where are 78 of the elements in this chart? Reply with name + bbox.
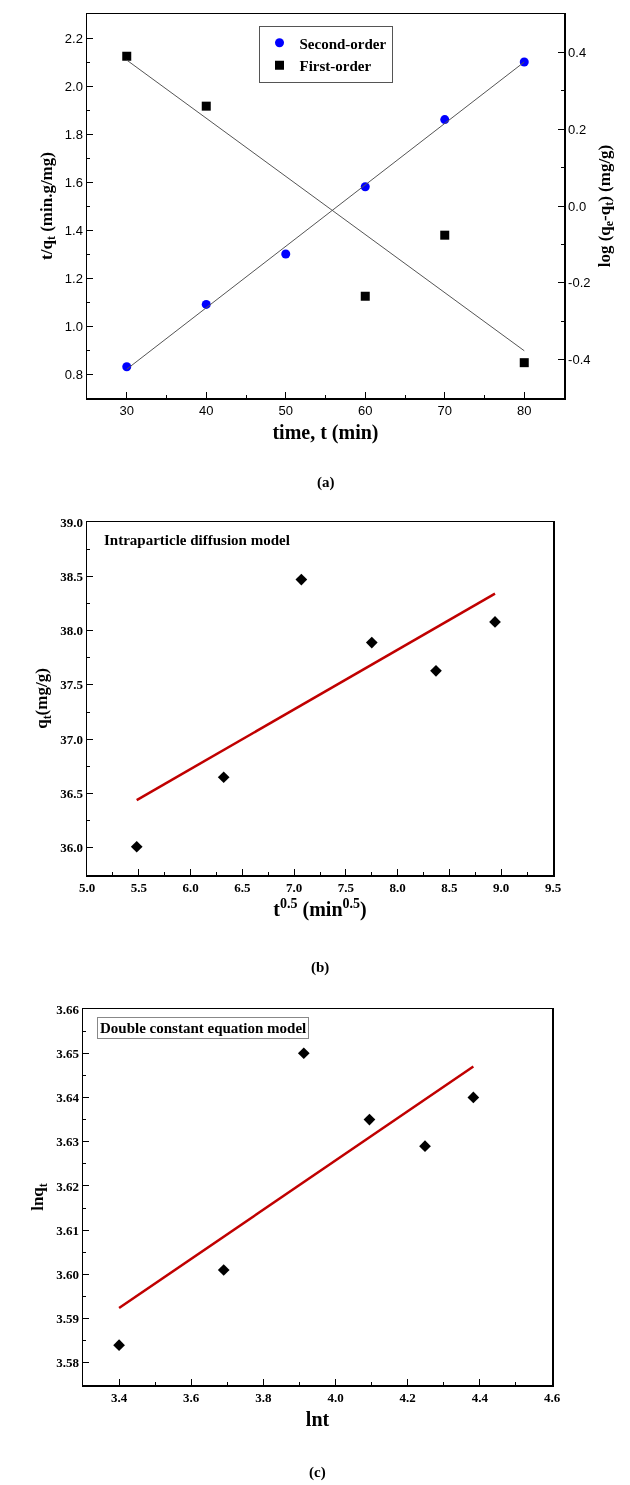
point bbox=[440, 230, 450, 240]
x-tick-label: 9.0 bbox=[493, 880, 510, 896]
text: (a) bbox=[317, 474, 335, 491]
x-tick-label: 4.2 bbox=[399, 1390, 416, 1406]
y2-tick-label: -0.2 bbox=[568, 275, 591, 291]
y-tick-label: 3.60 bbox=[56, 1266, 79, 1282]
legend-label: Second-order bbox=[299, 35, 387, 52]
point bbox=[122, 51, 132, 61]
x-tick-label: 3.4 bbox=[110, 1390, 128, 1406]
text: (b) bbox=[311, 959, 330, 976]
x-axis-title: t$^{0.5}$ (min$^{0.5}$) bbox=[273, 895, 367, 922]
y-tick-label: 0.8 bbox=[64, 366, 83, 382]
point bbox=[130, 840, 143, 853]
y-tick-label: 1.6 bbox=[64, 174, 83, 190]
y-tick-label: 3.59 bbox=[56, 1311, 80, 1327]
y-tick-label: 37.5 bbox=[60, 677, 84, 693]
x-tick-label: 7.5 bbox=[337, 880, 355, 896]
x-tick-label: 70 bbox=[437, 403, 452, 419]
x-tick-label: 6.5 bbox=[234, 880, 251, 896]
point bbox=[281, 249, 291, 259]
y2-tick-label: 0.0 bbox=[568, 198, 587, 214]
x-tick-label: 60 bbox=[358, 403, 373, 419]
x-tick-label: 6.0 bbox=[182, 880, 199, 896]
y-tick-label: 3.58 bbox=[56, 1355, 80, 1371]
x-tick-label: 7.0 bbox=[285, 880, 303, 896]
x-tick-label: 9.5 bbox=[544, 880, 562, 896]
y-tick-label: 1.0 bbox=[64, 318, 83, 334]
point bbox=[363, 1113, 376, 1126]
y-tick-label: 1.4 bbox=[64, 222, 83, 238]
x-tick-label: 30 bbox=[119, 403, 134, 419]
y-tick-label: 3.65 bbox=[56, 1045, 80, 1061]
y-tick-label: 38.5 bbox=[60, 568, 84, 584]
y-tick-label: 1.2 bbox=[64, 270, 83, 286]
y-tick-label: 2.0 bbox=[64, 78, 83, 94]
y-tick-label: 3.66 bbox=[56, 1001, 80, 1017]
y-tick-label: 3.63 bbox=[56, 1134, 80, 1150]
x-tick-label: 40 bbox=[199, 403, 214, 419]
y-tick-label: 38.0 bbox=[60, 623, 83, 639]
x-tick-label: 4.0 bbox=[327, 1390, 344, 1406]
y-tick-label: 37.0 bbox=[60, 731, 83, 747]
x-axis-title: time, t (min) bbox=[272, 421, 379, 445]
point bbox=[217, 1264, 230, 1276]
point bbox=[519, 358, 529, 368]
y-tick-label: 3.61 bbox=[56, 1222, 79, 1238]
point bbox=[467, 1091, 480, 1104]
legend-label: First-order bbox=[299, 58, 372, 75]
point bbox=[295, 573, 308, 586]
y-tick-label: 36.5 bbox=[60, 786, 84, 802]
x-tick-label: 8.0 bbox=[389, 880, 406, 896]
y-tick-label: 39.0 bbox=[60, 514, 83, 530]
x-tick-label: 4.6 bbox=[543, 1390, 561, 1406]
point bbox=[360, 291, 370, 301]
x-tick-label: 5.5 bbox=[130, 880, 148, 896]
x-tick-label: 8.5 bbox=[441, 880, 459, 896]
point bbox=[430, 664, 442, 677]
x-tick-label: 50 bbox=[278, 403, 293, 419]
y-tick-label: 36.0 bbox=[60, 840, 83, 856]
x-tick-label: 3.8 bbox=[255, 1390, 273, 1406]
y2-tick-label: -0.4 bbox=[568, 352, 591, 368]
x-tick-label: 3.6 bbox=[183, 1390, 200, 1406]
y-tick-label: 3.64 bbox=[56, 1090, 80, 1106]
x-tick-label: 5.0 bbox=[78, 880, 96, 896]
y2-tick-label: 0.2 bbox=[568, 121, 587, 137]
x-tick-label: 4.4 bbox=[471, 1390, 489, 1406]
point bbox=[217, 771, 230, 784]
x-tick-label: 80 bbox=[517, 403, 532, 419]
annotation: Double constant equation model bbox=[100, 1020, 307, 1036]
point bbox=[113, 1339, 125, 1352]
point bbox=[297, 1047, 310, 1060]
annotation: Intraparticle diffusion model bbox=[104, 532, 290, 548]
y-tick-label: 1.8 bbox=[64, 126, 83, 142]
text: (c) bbox=[309, 1464, 326, 1481]
x-axis-title: lnt bbox=[305, 1408, 330, 1431]
point bbox=[201, 101, 211, 111]
point bbox=[365, 636, 378, 649]
y-tick-label: 2.2 bbox=[64, 30, 83, 46]
y-tick-label: 3.62 bbox=[56, 1178, 79, 1194]
y2-tick-label: 0.4 bbox=[568, 44, 587, 60]
